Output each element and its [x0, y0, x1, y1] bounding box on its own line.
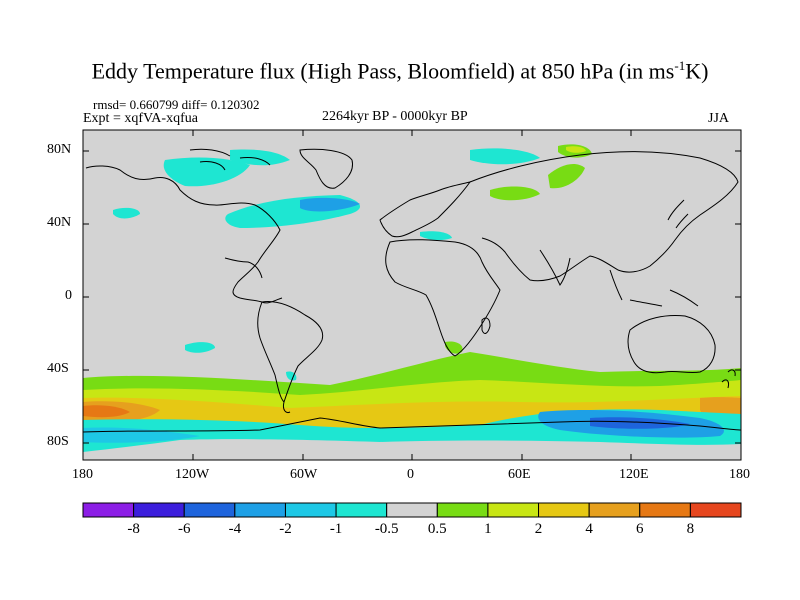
lon-label-180-right: 180	[729, 467, 750, 482]
coastlines	[82, 148, 742, 433]
greenland-coast	[299, 148, 354, 189]
south-america-cyan	[286, 371, 297, 381]
colorbar-box-12	[689, 502, 742, 518]
anomaly-fields	[83, 144, 741, 460]
colorbar-box-5	[335, 502, 388, 518]
africa-coast	[385, 239, 501, 357]
colorbar-box-1	[133, 502, 185, 518]
north-america-coast	[85, 165, 283, 304]
lat-label-40s: 40S	[47, 361, 69, 376]
colorbar-box-9	[538, 502, 590, 518]
lon-label-60w: 60W	[290, 467, 318, 482]
southeast-asia	[609, 269, 699, 307]
rmsd-diff-text: rmsd= 0.660799 diff= 0.120302	[93, 97, 260, 112]
japan	[667, 199, 689, 229]
lon-label-0: 0	[407, 467, 414, 482]
australia-coast	[627, 315, 716, 374]
colorbar-label-1: -6	[177, 521, 191, 537]
gulf-coast	[224, 257, 263, 279]
map-ticks	[82, 130, 742, 460]
arctic-islands	[189, 148, 271, 171]
antarctic-deep-blue-patch	[590, 417, 690, 429]
colorbar-box-10	[588, 502, 641, 518]
experiment-label: Expt = xqfVA-xqfua	[83, 111, 198, 126]
lon-label-120w: 120W	[175, 467, 210, 482]
period-label: 2264kyr BP - 0000kyr BP	[322, 109, 468, 124]
barents-cyan	[470, 148, 540, 165]
lon-label-60e: 60E	[508, 467, 531, 482]
colorbar-label-11: 8	[686, 521, 695, 537]
colorbar-label-7: 1	[484, 521, 492, 537]
colorbar-label-9: 4	[585, 521, 593, 537]
colorbar-label-10: 6	[636, 521, 644, 537]
lon-label-180-left: 180	[72, 467, 93, 482]
siberia-green-2	[548, 164, 585, 189]
colorbar-label-4: -1	[329, 521, 343, 537]
colorbar-box-3	[234, 502, 286, 518]
south-america-coast	[257, 301, 324, 413]
figure-title: Eddy Temperature flux (High Pass, Bloomf…	[91, 58, 709, 84]
north-atlantic-blue	[300, 197, 360, 212]
india-coast	[539, 249, 571, 286]
lon-label-120e: 120E	[619, 467, 649, 482]
south-pacific-cyan	[185, 342, 215, 353]
madagascar	[481, 317, 491, 334]
arctic-canada-cyan	[230, 149, 290, 166]
hudson-bay-cyan	[163, 157, 250, 187]
colorbar-label-3: -2	[279, 521, 292, 537]
colorbar-box-6	[386, 502, 438, 518]
siberia-green-1	[490, 186, 540, 201]
season-label: JJA	[708, 111, 730, 126]
arctic-yellow	[566, 146, 586, 153]
mediterranean-cyan	[420, 231, 452, 241]
lat-label-0: 0	[65, 288, 72, 303]
antarctic-gray-strip	[83, 439, 741, 460]
lat-label-40n: 40N	[47, 215, 72, 230]
new-zealand	[721, 369, 736, 389]
pacific-cyan-blob	[113, 207, 140, 219]
southern-red-patch	[83, 405, 130, 418]
europe-coast	[379, 181, 472, 238]
colorbar-box-0	[82, 502, 135, 518]
colorbar-label-5: -0.5	[374, 521, 399, 537]
colorbar-box-7	[436, 502, 489, 518]
colorbar-label-2: -4	[228, 521, 242, 537]
colorbar-box-8	[487, 502, 540, 518]
colorbar-label-0: -8	[127, 521, 140, 537]
colorbar-box-11	[639, 502, 691, 518]
colorbar-box-4	[284, 502, 337, 518]
lat-label-80s: 80S	[47, 434, 69, 449]
asia-coast	[469, 151, 739, 282]
colorbar-label-8: 2	[534, 521, 543, 537]
colorbar-label-6: 0.5	[427, 521, 447, 537]
antarctica-coast	[82, 417, 742, 433]
colorbar-boxes	[82, 502, 742, 518]
lat-label-80n: 80N	[47, 142, 72, 157]
colorbar-box-2	[183, 502, 236, 518]
